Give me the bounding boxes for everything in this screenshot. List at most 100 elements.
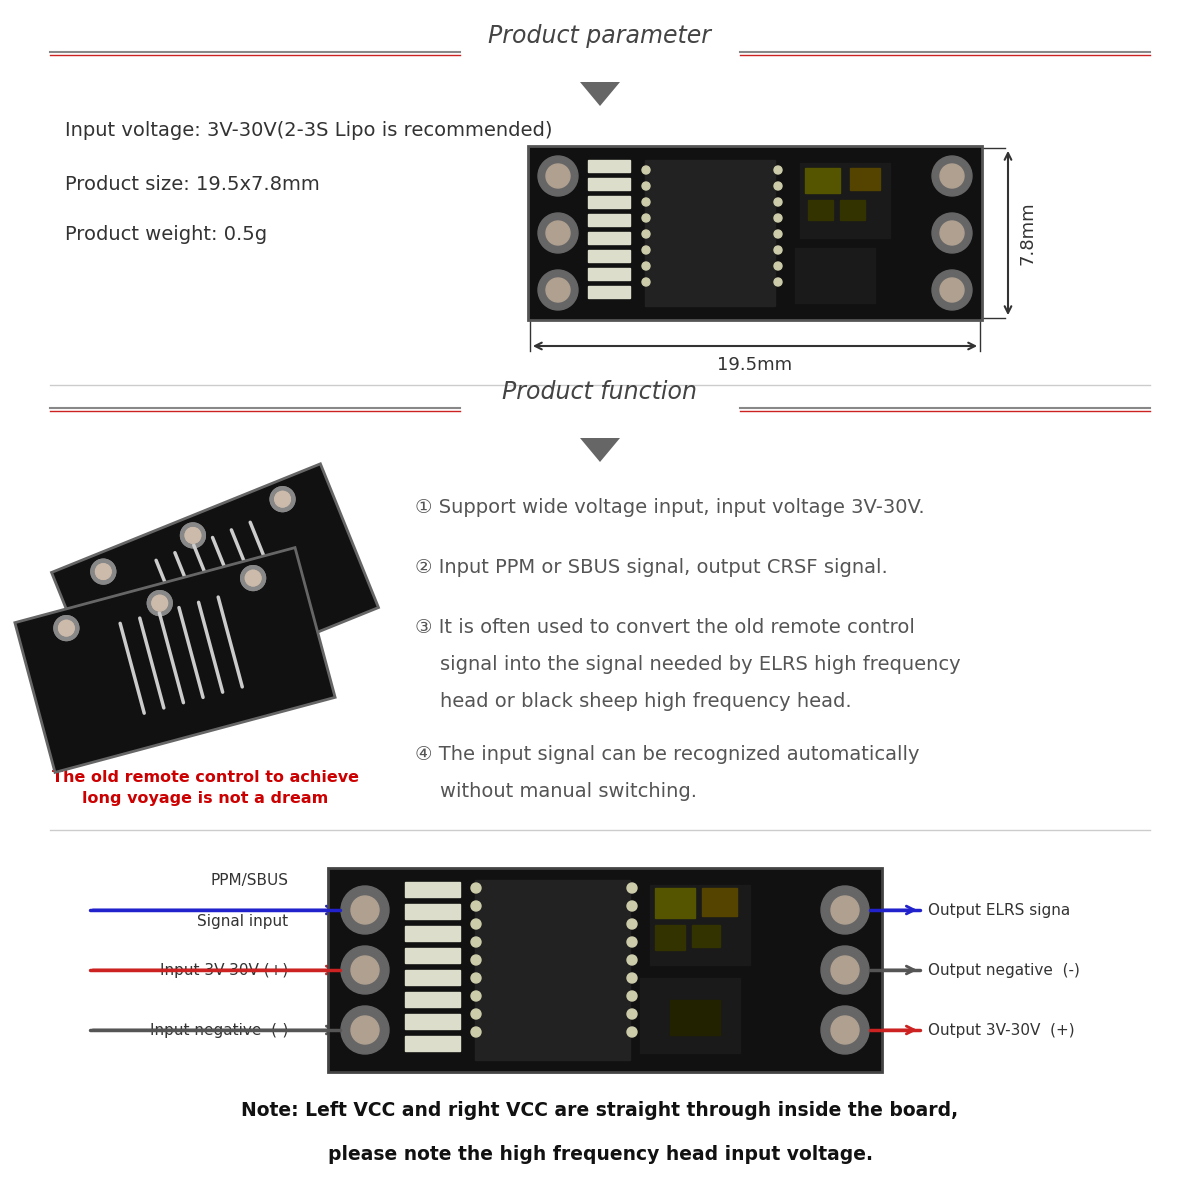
Bar [670, 1000, 720, 1034]
Circle shape [940, 164, 964, 188]
Bar [655, 888, 695, 918]
Text: Product size: 19.5x7.8mm: Product size: 19.5x7.8mm [65, 175, 319, 194]
Circle shape [628, 1009, 637, 1019]
Bar [588, 214, 630, 226]
Circle shape [628, 1027, 637, 1037]
Text: Input voltage: 3V-30V(2-3S Lipo is recommended): Input voltage: 3V-30V(2-3S Lipo is recom… [65, 120, 552, 139]
FancyBboxPatch shape [328, 868, 882, 1072]
Polygon shape [14, 547, 335, 773]
Circle shape [642, 214, 650, 222]
Circle shape [91, 559, 115, 584]
Circle shape [185, 528, 200, 544]
Circle shape [628, 883, 637, 893]
Circle shape [470, 919, 481, 929]
Circle shape [774, 182, 782, 190]
Circle shape [538, 156, 578, 196]
Bar [406, 904, 460, 919]
Text: Output ELRS signa: Output ELRS signa [928, 902, 1070, 918]
Circle shape [245, 570, 260, 586]
Circle shape [180, 523, 205, 547]
Bar [588, 286, 630, 298]
Text: signal into the signal needed by ELRS high frequency: signal into the signal needed by ELRS hi… [415, 655, 961, 674]
Circle shape [642, 198, 650, 206]
Circle shape [341, 946, 389, 994]
Bar [406, 1036, 460, 1051]
FancyBboxPatch shape [528, 146, 982, 320]
Text: Input negative  (-): Input negative (-) [150, 1022, 288, 1038]
Text: 19.5mm: 19.5mm [718, 356, 792, 374]
Circle shape [628, 973, 637, 983]
Bar [702, 888, 737, 916]
Circle shape [774, 246, 782, 254]
Text: Signal input: Signal input [197, 914, 288, 929]
Circle shape [470, 955, 481, 965]
Bar [840, 200, 865, 220]
Circle shape [152, 595, 168, 611]
Bar [588, 232, 630, 244]
Circle shape [54, 616, 79, 641]
Circle shape [148, 590, 172, 616]
Circle shape [830, 896, 859, 924]
Text: head or black sheep high frequency head.: head or black sheep high frequency head. [415, 692, 852, 710]
Circle shape [59, 620, 74, 636]
Circle shape [932, 270, 972, 310]
Circle shape [54, 616, 79, 641]
Circle shape [341, 1006, 389, 1054]
Bar [588, 268, 630, 280]
Bar [692, 925, 720, 947]
Circle shape [352, 896, 379, 924]
Circle shape [774, 198, 782, 206]
Bar [406, 1014, 460, 1028]
Text: Product parameter: Product parameter [488, 24, 712, 48]
Text: ③ It is often used to convert the old remote control: ③ It is often used to convert the old re… [415, 618, 914, 637]
Circle shape [148, 590, 172, 616]
Circle shape [180, 523, 205, 547]
Bar [406, 970, 460, 985]
Polygon shape [580, 438, 620, 462]
Bar [655, 925, 685, 950]
Bar [808, 200, 833, 220]
Bar [805, 168, 840, 193]
Bar [588, 250, 630, 262]
Bar [406, 948, 460, 962]
Circle shape [628, 937, 637, 947]
Circle shape [352, 956, 379, 984]
Bar [646, 160, 775, 306]
Circle shape [774, 166, 782, 174]
Circle shape [774, 262, 782, 270]
Circle shape [774, 230, 782, 238]
Text: 7.8mm: 7.8mm [1018, 202, 1036, 265]
Bar [588, 196, 630, 208]
Circle shape [470, 883, 481, 893]
Bar [640, 978, 740, 1054]
Circle shape [470, 1009, 481, 1019]
Circle shape [642, 246, 650, 254]
Circle shape [774, 278, 782, 286]
Bar [800, 163, 890, 238]
Circle shape [642, 262, 650, 270]
Text: ④ The input signal can be recognized automatically: ④ The input signal can be recognized aut… [415, 745, 919, 764]
Bar [796, 248, 875, 302]
Circle shape [830, 1016, 859, 1044]
Polygon shape [580, 82, 620, 106]
Circle shape [470, 973, 481, 983]
Circle shape [352, 1016, 379, 1044]
Circle shape [932, 156, 972, 196]
Polygon shape [52, 464, 378, 716]
Circle shape [546, 278, 570, 302]
Bar [406, 992, 460, 1007]
Text: Product weight: 0.5g: Product weight: 0.5g [65, 226, 268, 245]
Circle shape [538, 214, 578, 253]
Circle shape [470, 1027, 481, 1037]
Circle shape [152, 595, 168, 611]
Circle shape [642, 182, 650, 190]
Circle shape [241, 565, 265, 590]
Circle shape [59, 620, 74, 636]
Bar [406, 926, 460, 941]
Circle shape [628, 955, 637, 965]
Bar [406, 882, 460, 898]
Circle shape [470, 937, 481, 947]
Bar [588, 178, 630, 190]
Circle shape [270, 487, 295, 511]
Circle shape [830, 956, 859, 984]
